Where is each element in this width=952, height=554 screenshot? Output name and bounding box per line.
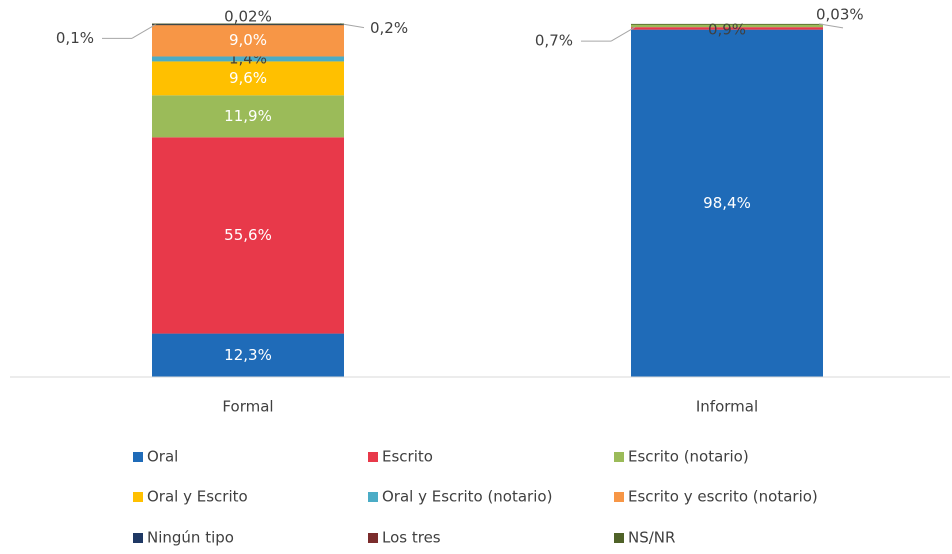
- bar-segment: [152, 56, 344, 62]
- legend-label: Oral y Escrito: [147, 488, 248, 506]
- data-label: 0,9%: [708, 21, 746, 39]
- legend-swatch: [368, 492, 378, 502]
- data-label: 9,6%: [229, 69, 267, 87]
- legend-label: Escrito (notario): [628, 448, 749, 466]
- legend-label: NS/NR: [628, 529, 675, 547]
- bar-segment: [631, 24, 823, 28]
- x-tick-label: Informal: [696, 398, 758, 416]
- data-label: 0,03%: [816, 6, 864, 24]
- bar-segment: [631, 29, 823, 377]
- bar-segment: [152, 24, 344, 57]
- legend-label: Oral: [147, 448, 178, 466]
- legend-label: Escrito y escrito (notario): [628, 488, 818, 506]
- bar-segment: [152, 24, 344, 26]
- bar-segment: [152, 95, 344, 138]
- bar-segment: [152, 137, 344, 334]
- legend-label: Oral y Escrito (notario): [382, 488, 552, 506]
- leader-line: [610, 26, 636, 42]
- data-label: 98,4%: [703, 194, 751, 212]
- bar-segment: [152, 333, 344, 377]
- leader-line: [131, 23, 157, 39]
- data-label: 0,7%: [535, 32, 573, 50]
- legend-label: Escrito: [382, 448, 433, 466]
- bar-segment: [631, 23, 823, 25]
- data-label: 0,1%: [56, 29, 94, 47]
- leader-line: [818, 23, 844, 29]
- data-label: 9,0%: [229, 31, 267, 49]
- legend-label: Ningún tipo: [147, 529, 234, 547]
- data-label: 12,3%: [224, 346, 272, 364]
- bar-segment: [152, 61, 344, 96]
- legend-swatch: [614, 533, 624, 543]
- data-label: 55,6%: [224, 226, 272, 244]
- legend-swatch: [133, 533, 143, 543]
- legend-swatch: [133, 452, 143, 462]
- data-label: 0,02%: [224, 8, 272, 26]
- bar-segment: [152, 23, 344, 25]
- legend-swatch: [133, 492, 143, 502]
- x-tick-label: Formal: [222, 398, 273, 416]
- legend-swatch: [368, 533, 378, 543]
- legend-swatch: [614, 452, 624, 462]
- legend-swatch: [368, 452, 378, 462]
- legend-swatch: [614, 492, 624, 502]
- data-label: 11,9%: [224, 107, 272, 125]
- bar-segment: [631, 27, 823, 30]
- data-label: 0,2%: [370, 19, 408, 37]
- legend-label: Los tres: [382, 529, 441, 547]
